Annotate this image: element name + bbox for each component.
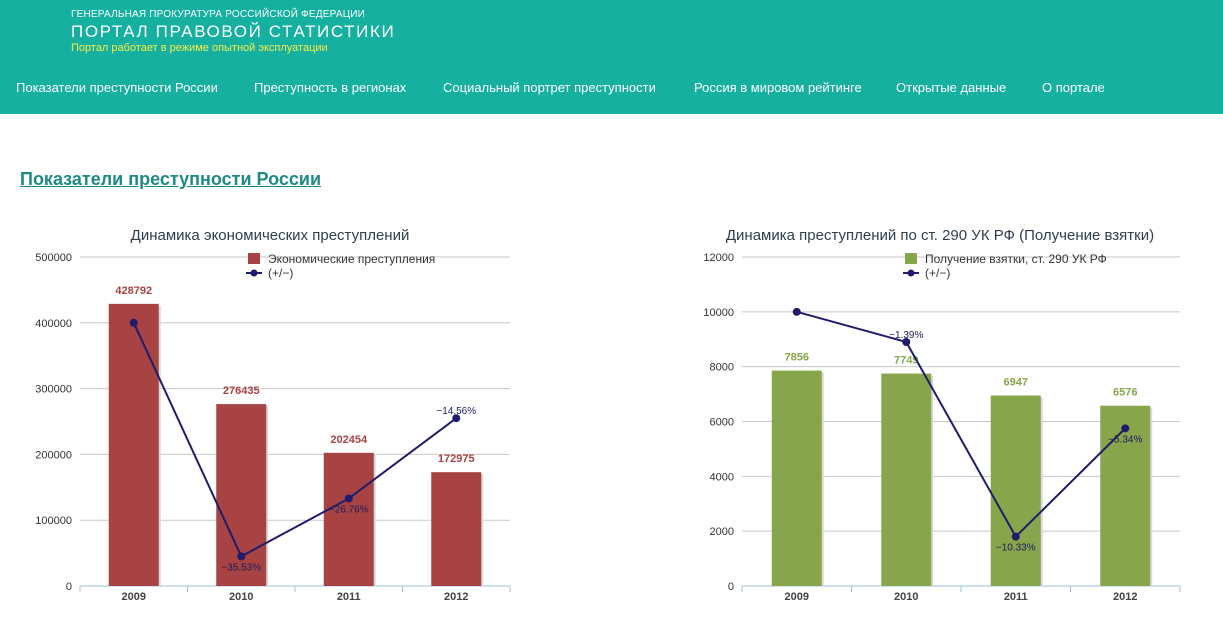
- y-tick-label: 4000: [710, 471, 734, 483]
- bar-value-label: 172975: [438, 453, 475, 465]
- bar: [771, 370, 822, 586]
- nav-item-social-portrait[interactable]: Социальный портрет преступности: [443, 80, 656, 95]
- economic-crimes-chart-svg: Динамика экономических преступлений 0 1000…: [35, 227, 511, 603]
- y-tick-label: 100000: [35, 515, 72, 527]
- nav-item-open-data[interactable]: Открытые данные: [896, 80, 1007, 95]
- change-line: [132, 322, 457, 558]
- economic-crimes-chart: Динамика экономических преступлений 0 1000…: [0, 220, 560, 620]
- x-category-label: 2011: [1004, 591, 1028, 603]
- legend-line-label: (+/−): [925, 266, 950, 280]
- x-category-label: 2011: [337, 591, 361, 603]
- x-category-label: 2012: [444, 591, 468, 603]
- change-point: [1011, 532, 1020, 541]
- chart-title: Динамика преступлений по ст. 290 УК РФ (…: [726, 227, 1154, 244]
- legend-line-label: (+/−): [268, 266, 293, 280]
- nav-item-about[interactable]: О портале: [1042, 80, 1105, 95]
- legend-bar-swatch: [248, 253, 260, 264]
- change-percent-label: −5.34%: [1108, 434, 1142, 445]
- bribery-chart: Динамика преступлений по ст. 290 УК РФ (…: [620, 220, 1220, 620]
- y-tick-label: 10000: [703, 307, 734, 319]
- bar: [990, 395, 1041, 586]
- bar: [881, 373, 932, 586]
- portal-title[interactable]: ПОРТАЛ ПРАВОВОЙ СТАТИСТИКИ: [71, 22, 396, 41]
- change-point: [1121, 424, 1130, 433]
- nav-item-world-rating[interactable]: Россия в мировом рейтинге: [694, 80, 862, 95]
- portal-subtitle: Портал работает в режиме опытной эксплуа…: [71, 42, 328, 54]
- change-line: [796, 310, 1126, 539]
- bar: [108, 303, 159, 586]
- bar: [431, 472, 482, 586]
- change-percent-label: −10.33%: [996, 543, 1036, 554]
- x-category-label: 2010: [894, 591, 918, 603]
- bar-value-label: 7856: [785, 352, 809, 364]
- y-tick-label: 500000: [35, 252, 72, 264]
- legend-bar-label: Получение взятки, ст. 290 УК РФ: [925, 252, 1107, 266]
- x-category-label: 2010: [229, 591, 253, 603]
- bar-value-label: 6947: [1004, 377, 1028, 389]
- legend-bar-label: Экономические преступления: [268, 252, 435, 266]
- legend-line-marker: [250, 269, 258, 277]
- y-tick-label: 8000: [710, 362, 734, 374]
- bribery-chart-svg: Динамика преступлений по ст. 290 УК РФ (…: [703, 227, 1181, 603]
- page-title[interactable]: Показатели преступности России: [20, 169, 322, 189]
- nav-item-regions[interactable]: Преступность в регионах: [254, 80, 407, 95]
- change-percent-label: −1.39%: [889, 330, 923, 341]
- y-tick-label: 400000: [35, 318, 72, 330]
- change-percent-label: −26.76%: [329, 504, 369, 515]
- y-tick-label: 2000: [710, 526, 734, 538]
- bar-value-label: 6576: [1113, 387, 1137, 399]
- y-tick-label: 0: [66, 581, 72, 593]
- bar: [323, 452, 374, 586]
- x-category-label: 2009: [122, 591, 146, 603]
- bar-value-label: 276435: [223, 385, 260, 397]
- change-point: [902, 337, 911, 346]
- y-tick-label: 0: [728, 581, 734, 593]
- y-tick-label: 200000: [35, 449, 72, 461]
- change-point: [344, 494, 353, 503]
- y-tick-label: 300000: [35, 384, 72, 396]
- y-tick-label: 12000: [703, 252, 734, 264]
- change-point: [792, 307, 801, 316]
- legend-line-marker: [907, 269, 915, 277]
- change-percent-label: −35.53%: [221, 562, 261, 573]
- change-point: [237, 552, 246, 561]
- bar-value-label: 428792: [115, 285, 152, 297]
- x-category-label: 2012: [1113, 591, 1137, 603]
- change-point: [129, 318, 138, 327]
- chart-title: Динамика экономических преступлений: [131, 227, 410, 244]
- change-point: [452, 414, 461, 423]
- y-tick-label: 6000: [710, 417, 734, 429]
- org-name: ГЕНЕРАЛЬНАЯ ПРОКУРАТУРА РОССИЙСКОЙ ФЕДЕР…: [71, 9, 366, 20]
- bar-value-label: 202454: [330, 434, 368, 446]
- bar: [1100, 405, 1151, 586]
- bar-value-label: 7749: [894, 355, 918, 367]
- nav-item-russia-indicators[interactable]: Показатели преступности России: [16, 80, 218, 95]
- legend-bar-swatch: [905, 253, 917, 264]
- change-percent-label: −14.56%: [436, 406, 476, 417]
- site-header: ГЕНЕРАЛЬНАЯ ПРОКУРАТУРА РОССИЙСКОЙ ФЕДЕР…: [0, 0, 1223, 114]
- x-category-label: 2009: [785, 591, 809, 603]
